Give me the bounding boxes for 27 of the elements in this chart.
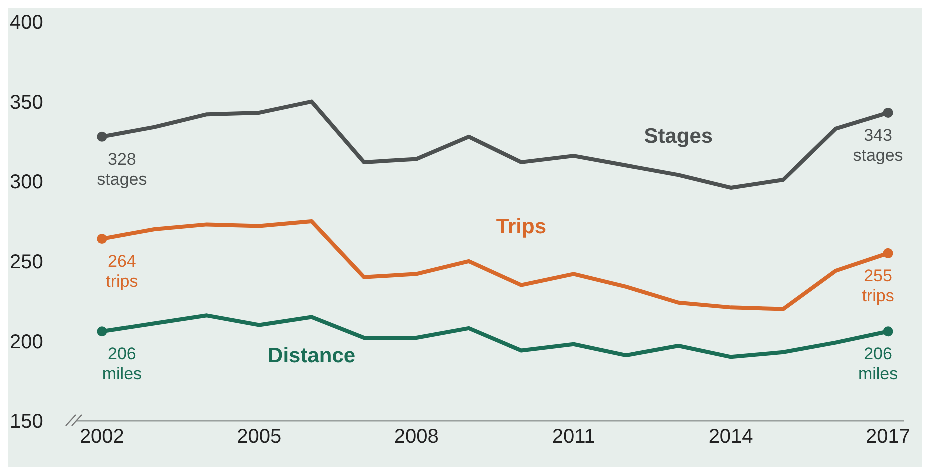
data-label: 206 miles [102, 344, 142, 384]
series-label: Trips [496, 215, 547, 238]
data-label: 264 trips [106, 252, 138, 292]
data-label: 206 miles [858, 344, 898, 384]
data-label: 343 stages [853, 126, 904, 165]
y-tick-label: 250 [10, 252, 44, 274]
series-label: Stages [644, 125, 714, 148]
point [883, 326, 894, 337]
y-tick-label: 300 [10, 172, 44, 194]
point [97, 132, 108, 142]
x-tick-label: 2002 [80, 426, 124, 448]
series-label: Distance [268, 344, 356, 368]
y-tick-label: 400 [10, 12, 44, 34]
point [97, 234, 108, 244]
y-tick-label: 200 [10, 331, 44, 354]
x-tick-label: 2014 [708, 426, 754, 448]
data-label: 328 stages [97, 150, 148, 189]
point [883, 248, 894, 258]
y-tick-label: 350 [10, 92, 44, 114]
point [883, 108, 894, 118]
y-tick-label: 150 [10, 411, 44, 434]
x-tick-label: 2005 [237, 426, 282, 448]
x-tick-label: 2017 [866, 426, 911, 448]
data-label: 255 trips [862, 266, 894, 306]
point [97, 326, 108, 337]
x-tick-label: 2011 [552, 426, 596, 448]
x-tick-label: 2008 [394, 426, 439, 448]
